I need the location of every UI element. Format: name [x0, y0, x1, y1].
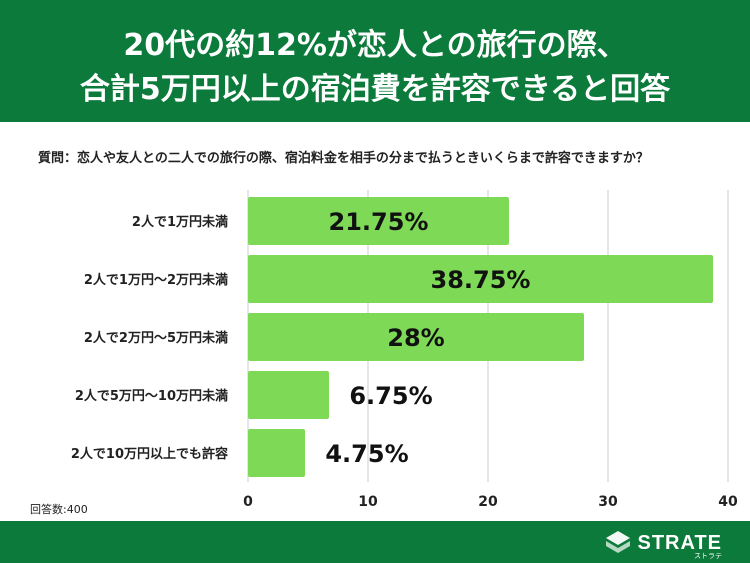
- x-tick-label: 30: [598, 494, 618, 510]
- x-tick-label: 40: [718, 494, 738, 510]
- x-tick-label: 20: [478, 494, 498, 510]
- brand-name: STRATE: [637, 532, 722, 554]
- strate-logo-icon: [606, 531, 631, 553]
- bar: [248, 197, 509, 245]
- bar: [248, 313, 584, 361]
- bar: [248, 255, 713, 303]
- x-tick-label: 10: [358, 494, 378, 510]
- bar-chart: 0 10 20 30 40 2人で1万円未満 21.75% 2人で1万円〜2万円未満 38.75…: [30, 190, 738, 516]
- value-label: 38.75%: [431, 266, 531, 294]
- bar: [248, 371, 329, 419]
- brand-sub: ストラテ: [694, 552, 722, 560]
- title-line-1: 20代の約12%が恋人との旅行の際、: [123, 28, 627, 63]
- category-label: 2人で5万円〜10万円未満: [75, 388, 228, 404]
- category-label: 2人で10万円以上でも許容: [71, 446, 228, 462]
- value-label: 28%: [387, 324, 444, 352]
- value-label: 21.75%: [329, 208, 429, 236]
- title-banner: 20代の約12%が恋人との旅行の際、 合計5万円以上の宿泊費を許容できると回答: [0, 0, 750, 122]
- footer-band: [0, 521, 750, 563]
- category-label: 2人で1万円〜2万円未満: [84, 272, 228, 288]
- value-label: 4.75%: [325, 440, 408, 468]
- sample-size-note: 回答数:400: [30, 502, 88, 516]
- survey-question: 質問：恋人や友人との二人での旅行の際、宿泊料金を相手の分まで払うときいくらまで許…: [38, 151, 649, 166]
- category-label: 2人で1万円未満: [132, 214, 228, 230]
- category-label: 2人で2万円〜5万円未満: [84, 330, 228, 346]
- bar: [248, 429, 305, 477]
- title-line-2: 合計5万円以上の宿泊費を許容できると回答: [79, 72, 671, 107]
- brand-logo: STRATE ストラテ: [605, 528, 722, 560]
- value-label: 6.75%: [349, 382, 432, 410]
- x-tick-label: 0: [243, 494, 253, 510]
